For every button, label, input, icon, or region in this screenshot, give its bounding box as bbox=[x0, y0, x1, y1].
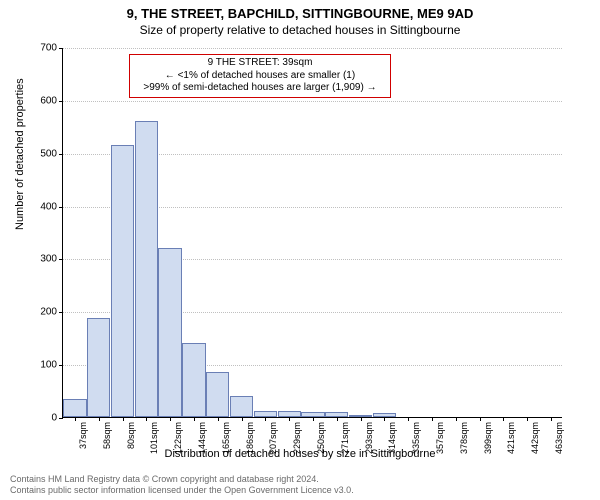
xtick-mark bbox=[480, 417, 481, 421]
ytick-mark bbox=[59, 101, 63, 102]
xtick-mark bbox=[146, 417, 147, 421]
xtick-label: 80sqm bbox=[126, 422, 136, 449]
xtick-mark bbox=[218, 417, 219, 421]
histogram-bar bbox=[111, 145, 134, 417]
chart-title: 9, THE STREET, BAPCHILD, SITTINGBOURNE, … bbox=[0, 6, 600, 21]
gridline bbox=[63, 101, 562, 102]
histogram-bar bbox=[63, 399, 86, 418]
y-axis-label: Number of detached properties bbox=[14, 78, 26, 230]
ytick-label: 500 bbox=[40, 148, 57, 159]
ytick-label: 300 bbox=[40, 254, 57, 265]
footer-attribution: Contains HM Land Registry data © Crown c… bbox=[10, 474, 354, 496]
chart-subtitle: Size of property relative to detached ho… bbox=[0, 23, 600, 37]
xtick-mark bbox=[456, 417, 457, 421]
ytick-mark bbox=[59, 312, 63, 313]
plot-area: 9 THE STREET: 39sqm ← <1% of detached ho… bbox=[62, 48, 562, 418]
xtick-mark bbox=[194, 417, 195, 421]
ytick-label: 100 bbox=[40, 360, 57, 371]
xtick-mark bbox=[75, 417, 76, 421]
ytick-label: 700 bbox=[40, 43, 57, 54]
annotation-line-3: >99% of semi-detached houses are larger … bbox=[136, 82, 384, 95]
xtick-mark bbox=[337, 417, 338, 421]
xtick-mark bbox=[432, 417, 433, 421]
histogram-bar bbox=[87, 318, 110, 417]
xtick-mark bbox=[361, 417, 362, 421]
footer-line-1: Contains HM Land Registry data © Crown c… bbox=[10, 474, 354, 485]
footer-line-2: Contains public sector information licen… bbox=[10, 485, 354, 496]
xtick-mark bbox=[384, 417, 385, 421]
histogram-bar bbox=[182, 343, 205, 417]
xtick-mark bbox=[503, 417, 504, 421]
ytick-label: 0 bbox=[51, 413, 57, 424]
xtick-mark bbox=[408, 417, 409, 421]
ytick-mark bbox=[59, 365, 63, 366]
xtick-mark bbox=[99, 417, 100, 421]
ytick-label: 600 bbox=[40, 95, 57, 106]
xtick-label: 37sqm bbox=[78, 422, 88, 449]
ytick-mark bbox=[59, 207, 63, 208]
annotation-line-2: ← <1% of detached houses are smaller (1) bbox=[136, 70, 384, 83]
ytick-label: 200 bbox=[40, 307, 57, 318]
xtick-mark bbox=[265, 417, 266, 421]
annotation-box: 9 THE STREET: 39sqm ← <1% of detached ho… bbox=[129, 54, 391, 98]
xtick-mark bbox=[313, 417, 314, 421]
ytick-mark bbox=[59, 418, 63, 419]
x-axis-label: Distribution of detached houses by size … bbox=[0, 448, 600, 460]
xtick-mark bbox=[170, 417, 171, 421]
annotation-line-1: 9 THE STREET: 39sqm bbox=[136, 57, 384, 70]
xtick-mark bbox=[289, 417, 290, 421]
ytick-mark bbox=[59, 48, 63, 49]
xtick-mark bbox=[527, 417, 528, 421]
xtick-mark bbox=[123, 417, 124, 421]
histogram-bar bbox=[206, 372, 229, 417]
ytick-label: 400 bbox=[40, 201, 57, 212]
gridline bbox=[63, 48, 562, 49]
xtick-label: 58sqm bbox=[102, 422, 112, 449]
ytick-mark bbox=[59, 154, 63, 155]
xtick-mark bbox=[551, 417, 552, 421]
histogram-bar bbox=[135, 121, 158, 417]
histogram-bar bbox=[158, 248, 181, 417]
ytick-mark bbox=[59, 259, 63, 260]
histogram-bar bbox=[230, 396, 253, 417]
xtick-mark bbox=[242, 417, 243, 421]
